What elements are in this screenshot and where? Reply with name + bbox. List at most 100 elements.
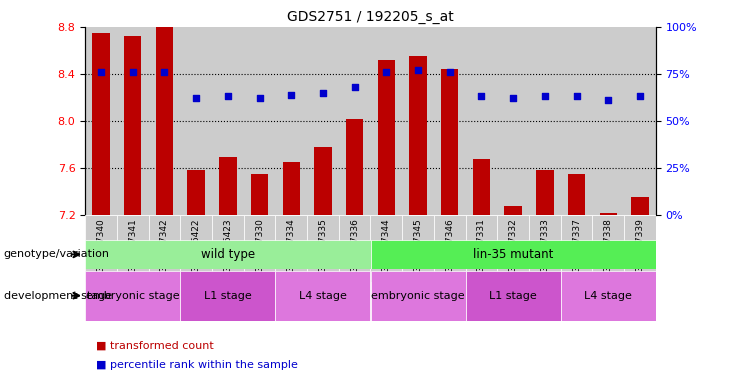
Text: L4 stage: L4 stage [299,291,347,301]
Bar [212,27,244,215]
Point [380,69,392,75]
Point [349,84,361,90]
Bar [599,213,617,215]
Text: GSM147345: GSM147345 [413,218,422,273]
Bar [85,240,370,269]
Bar [276,271,370,321]
Text: GSM147340: GSM147340 [96,218,105,273]
Bar [370,271,465,321]
Point [507,95,519,101]
Text: GSM147333: GSM147333 [540,218,549,273]
Bar [631,197,648,215]
Text: GSM147336: GSM147336 [350,218,359,273]
Text: GSM147332: GSM147332 [508,218,518,273]
Bar [346,119,363,215]
Bar [339,215,370,282]
Point [285,91,297,98]
Bar [219,157,236,215]
Text: GSM147334: GSM147334 [287,218,296,273]
Text: L1 stage: L1 stage [489,291,537,301]
Point [634,93,646,99]
Bar [117,215,149,282]
Bar [497,27,529,215]
Point [539,93,551,99]
Text: GSM146422: GSM146422 [192,218,201,273]
Point [602,97,614,103]
Point [476,93,488,99]
Bar [568,174,585,215]
Bar [434,215,465,282]
Text: ■ transformed count: ■ transformed count [96,341,214,351]
Text: GSM147337: GSM147337 [572,218,581,273]
Text: ■ percentile rank within the sample: ■ percentile rank within the sample [96,360,298,370]
Point [412,67,424,73]
Text: wild type: wild type [201,248,255,261]
Bar [465,271,561,321]
Bar [561,215,592,282]
Bar [212,215,244,282]
Bar [441,69,459,215]
Text: GSM147341: GSM147341 [128,218,137,273]
Bar [624,27,656,215]
Bar [370,27,402,215]
Bar [561,271,656,321]
Bar [276,27,307,215]
Text: GSM147342: GSM147342 [160,218,169,273]
Point [159,69,170,75]
Point [317,90,329,96]
Text: lin-35 mutant: lin-35 mutant [473,248,554,261]
Bar [465,27,497,215]
Bar [85,271,180,321]
Bar [473,159,490,215]
Text: GSM147331: GSM147331 [477,218,486,273]
Bar [307,27,339,215]
Bar [149,215,180,282]
Text: GSM147346: GSM147346 [445,218,454,273]
Bar [187,170,205,215]
Bar [149,27,180,215]
Point [190,95,202,101]
Bar [85,27,117,215]
Bar [402,27,434,215]
Bar [314,147,332,215]
Bar [282,162,300,215]
Text: GSM146423: GSM146423 [223,218,233,273]
Text: L1 stage: L1 stage [204,291,252,301]
Point [571,93,582,99]
Bar [529,215,561,282]
Text: development stage: development stage [4,291,112,301]
Text: GSM147338: GSM147338 [604,218,613,273]
Bar [378,60,395,215]
Text: L4 stage: L4 stage [585,291,632,301]
Bar [561,27,592,215]
Bar [244,27,276,215]
Bar [93,33,110,215]
Text: genotype/variation: genotype/variation [4,249,110,260]
Point [444,69,456,75]
Bar [339,27,370,215]
Bar [505,205,522,215]
Point [253,95,265,101]
Point [222,93,233,99]
Bar [624,215,656,282]
Text: GSM147339: GSM147339 [636,218,645,273]
Text: embryonic stage: embryonic stage [86,291,179,301]
Bar [536,170,554,215]
Text: GSM147330: GSM147330 [255,218,264,273]
Bar [244,215,276,282]
Text: GSM147335: GSM147335 [319,218,328,273]
Bar [497,215,529,282]
Bar [402,215,434,282]
Bar [529,27,561,215]
Bar [370,215,402,282]
Bar [124,36,142,215]
Text: embryonic stage: embryonic stage [371,291,465,301]
Bar [117,27,149,215]
Bar [180,215,212,282]
Point [95,69,107,75]
Bar [434,27,465,215]
Bar [409,56,427,215]
Bar [370,240,656,269]
Bar [180,271,276,321]
Title: GDS2751 / 192205_s_at: GDS2751 / 192205_s_at [287,10,454,25]
